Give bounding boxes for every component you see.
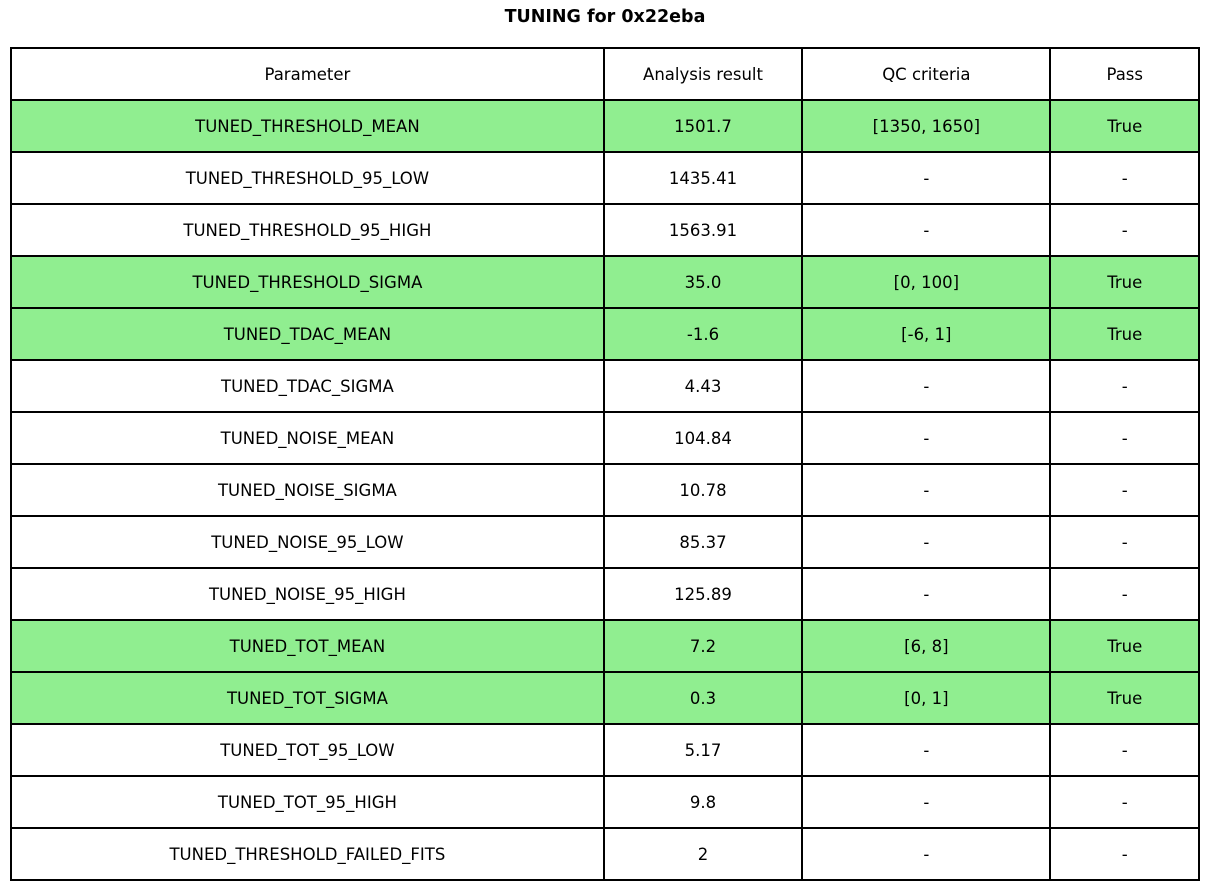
analysis-result-cell: 9.8: [602, 775, 804, 829]
qc-criteria-cell: -: [801, 567, 1052, 621]
qc-criteria-cell: -: [801, 723, 1052, 777]
table-row: TUNED_TOT_95_HIGH 9.8- -: [10, 775, 1200, 829]
parameter-cell: TUNED_NOISE_95_LOW: [10, 515, 605, 569]
analysis-result-cell: 4.43: [602, 359, 804, 413]
qc-criteria-cell: [0, 100]: [801, 255, 1052, 309]
analysis-result-cell: -1.6: [602, 307, 804, 361]
analysis-result-cell: 1501.7: [602, 99, 804, 153]
pass-cell: -: [1049, 151, 1200, 205]
parameter-cell: TUNED_NOISE_95_HIGH: [10, 567, 605, 621]
table-row: TUNED_THRESHOLD_95_LOW 1435.41- -: [10, 151, 1200, 205]
qc-criteria-cell: -: [801, 827, 1052, 881]
analysis-result-cell: 10.78: [602, 463, 804, 517]
column-header-parameter: Parameter: [10, 47, 605, 101]
analysis-result-cell: 5.17: [602, 723, 804, 777]
pass-cell: -: [1049, 827, 1200, 881]
table-row: TUNED_NOISE_MEAN 104.84- -: [10, 411, 1200, 465]
tuning-qc-figure: TUNING for 0x22eba Parameter Analysis re…: [10, 7, 1200, 881]
table-row: TUNED_NOISE_95_HIGH 125.89- -: [10, 567, 1200, 621]
pass-cell: True: [1049, 671, 1200, 725]
table-row: TUNED_NOISE_95_LOW 85.37- -: [10, 515, 1200, 569]
table-row: TUNED_THRESHOLD_FAILED_FITS 2- -: [10, 827, 1200, 881]
table-row: TUNED_TOT_95_LOW 5.17- -: [10, 723, 1200, 777]
pass-cell: -: [1049, 775, 1200, 829]
analysis-result-cell: 1563.91: [602, 203, 804, 257]
table-row: TUNED_THRESHOLD_SIGMA 35.0 [0, 100] True: [10, 255, 1200, 309]
pass-cell: -: [1049, 567, 1200, 621]
parameter-cell: TUNED_TDAC_SIGMA: [10, 359, 605, 413]
qc-criteria-cell: [6, 8]: [801, 619, 1052, 673]
qc-criteria-cell: -: [801, 151, 1052, 205]
table-row: TUNED_THRESHOLD_MEAN 1501.7 [1350, 1650] Tr…: [10, 99, 1200, 153]
header-row: Parameter Analysis result QC criteria Pa…: [10, 47, 1200, 101]
parameter-cell: TUNED_TOT_95_LOW: [10, 723, 605, 777]
parameter-cell: TUNED_THRESHOLD_FAILED_FITS: [10, 827, 605, 881]
parameter-cell: TUNED_TOT_95_HIGH: [10, 775, 605, 829]
pass-cell: -: [1049, 723, 1200, 777]
pass-cell: -: [1049, 203, 1200, 257]
pass-cell: True: [1049, 307, 1200, 361]
pass-cell: -: [1049, 411, 1200, 465]
analysis-result-cell: 35.0: [602, 255, 804, 309]
parameter-cell: TUNED_TOT_SIGMA: [10, 671, 605, 725]
parameter-cell: TUNED_THRESHOLD_95_LOW: [10, 151, 605, 205]
pass-cell: True: [1049, 99, 1200, 153]
table-row: TUNED_TDAC_SIGMA 4.43- -: [10, 359, 1200, 413]
analysis-result-cell: 104.84: [602, 411, 804, 465]
figure-title: TUNING for 0x22eba: [504, 7, 706, 27]
table-row: TUNED_TOT_MEAN 7.2 [6, 8] True: [10, 619, 1200, 673]
qc-criteria-cell: -: [801, 463, 1052, 517]
qc-criteria-cell: -: [801, 411, 1052, 465]
table-row: TUNED_THRESHOLD_95_HIGH 1563.91- -: [10, 203, 1200, 257]
table-row: TUNED_TOT_SIGMA 0.3 [0, 1] True: [10, 671, 1200, 725]
pass-cell: -: [1049, 463, 1200, 517]
qc-criteria-cell: [-6, 1]: [801, 307, 1052, 361]
table-body: TUNED_THRESHOLD_MEAN 1501.7 [1350, 1650] Tr…: [10, 99, 1200, 881]
analysis-result-cell: 1435.41: [602, 151, 804, 205]
qc-criteria-cell: -: [801, 775, 1052, 829]
analysis-result-cell: 0.3: [602, 671, 804, 725]
qc-criteria-cell: -: [801, 515, 1052, 569]
parameter-cell: TUNED_THRESHOLD_95_HIGH: [10, 203, 605, 257]
parameter-cell: TUNED_TDAC_MEAN: [10, 307, 605, 361]
parameter-cell: TUNED_TOT_MEAN: [10, 619, 605, 673]
pass-cell: True: [1049, 255, 1200, 309]
qc-criteria-cell: -: [801, 203, 1052, 257]
parameter-cell: TUNED_THRESHOLD_MEAN: [10, 99, 605, 153]
column-header-analysis-result: Analysis result: [602, 47, 804, 101]
tuning-qc-table: Parameter Analysis result QC criteria Pa…: [10, 47, 1200, 881]
pass-cell: -: [1049, 359, 1200, 413]
analysis-result-cell: 85.37: [602, 515, 804, 569]
parameter-cell: TUNED_NOISE_SIGMA: [10, 463, 605, 517]
analysis-result-cell: 2: [602, 827, 804, 881]
analysis-result-cell: 125.89: [602, 567, 804, 621]
column-header-qc-criteria: QC criteria: [801, 47, 1052, 101]
parameter-cell: TUNED_NOISE_MEAN: [10, 411, 605, 465]
analysis-result-cell: 7.2: [602, 619, 804, 673]
pass-cell: -: [1049, 515, 1200, 569]
table-row: TUNED_NOISE_SIGMA 10.78- -: [10, 463, 1200, 517]
qc-criteria-cell: [0, 1]: [801, 671, 1052, 725]
qc-criteria-cell: [1350, 1650]: [801, 99, 1052, 153]
pass-cell: True: [1049, 619, 1200, 673]
qc-criteria-cell: -: [801, 359, 1052, 413]
column-header-pass: Pass: [1049, 47, 1200, 101]
parameter-cell: TUNED_THRESHOLD_SIGMA: [10, 255, 605, 309]
table-row: TUNED_TDAC_MEAN -1.6 [-6, 1] True: [10, 307, 1200, 361]
